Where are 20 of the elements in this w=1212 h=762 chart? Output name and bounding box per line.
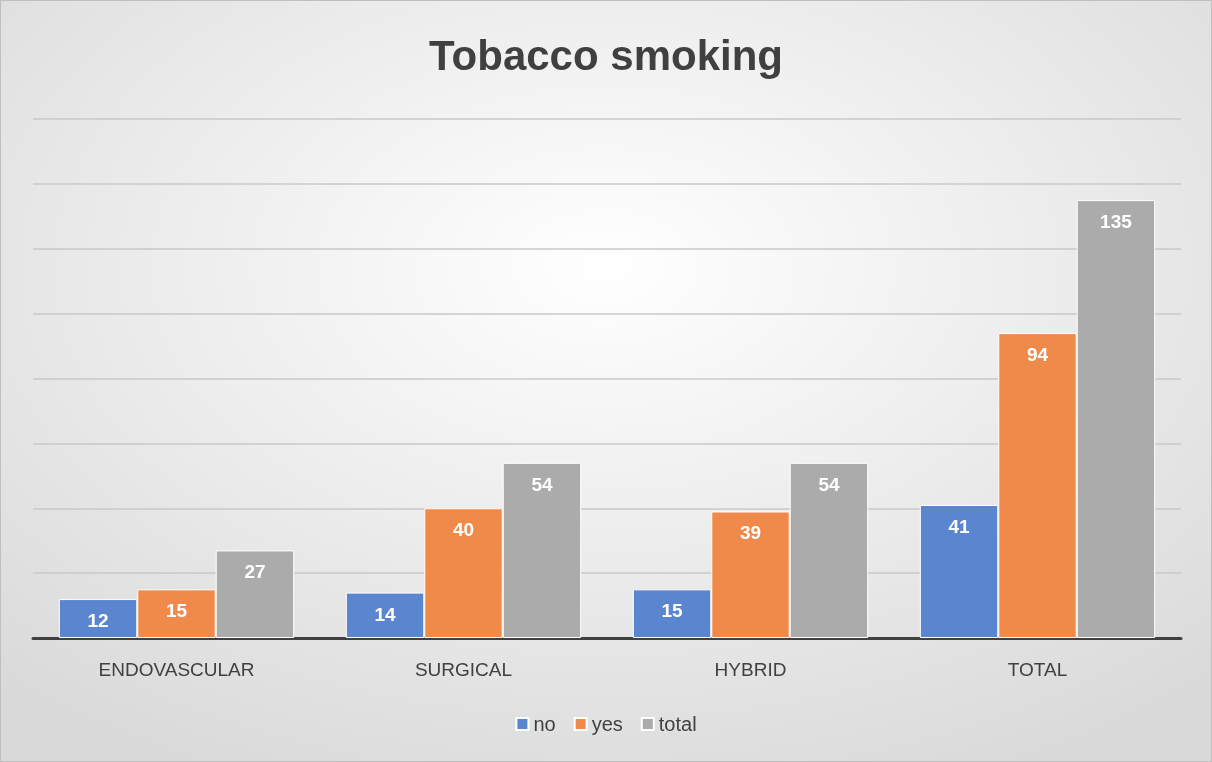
data-label: 15 [661,600,684,622]
data-label: 41 [948,516,971,538]
data-label: 94 [1026,344,1049,366]
data-label: 12 [87,610,109,632]
data-label: 40 [452,519,475,541]
data-label: 54 [531,473,553,495]
data-label: 27 [244,561,266,583]
data-label: 15 [165,600,188,622]
data-label: 39 [739,522,762,544]
data-label: 54 [818,473,840,495]
legend-label: total [658,713,697,735]
legend-label: yes [591,713,623,735]
chart-title: Tobacco smoking [429,31,783,79]
x-tick-label: HYBRID [714,659,787,680]
x-tick-label: TOTAL [1007,659,1068,680]
data-label: 14 [374,603,397,625]
x-tick-label: ENDOVASCULAR [98,659,255,680]
legend-label: no [533,713,556,735]
data-label: 135 [1100,211,1133,233]
x-tick-label: SURGICAL [414,659,513,680]
